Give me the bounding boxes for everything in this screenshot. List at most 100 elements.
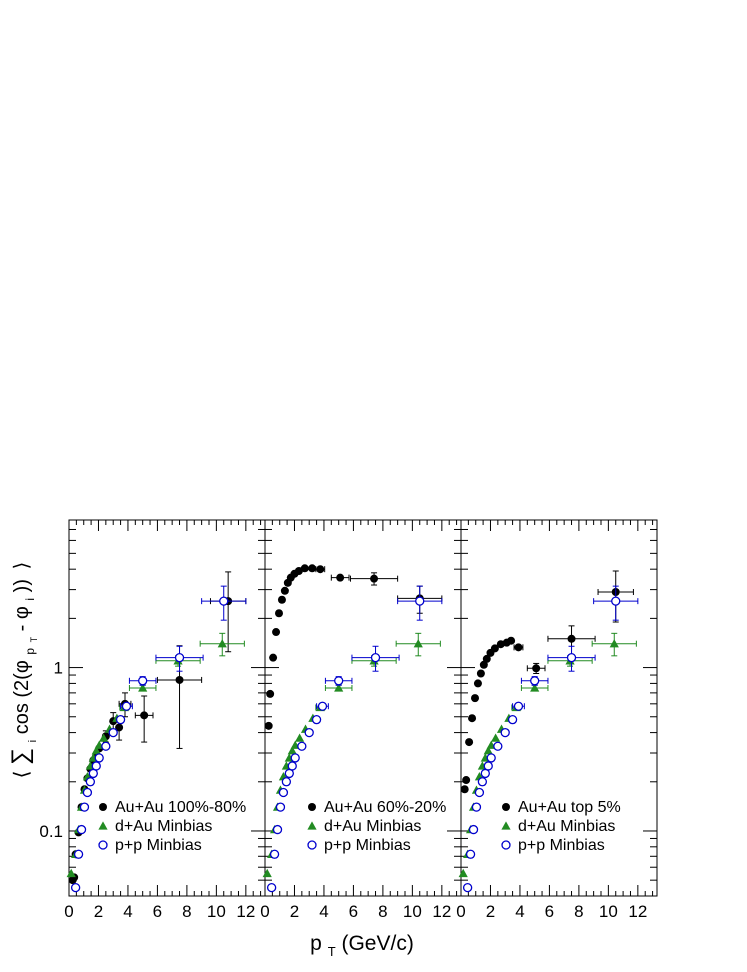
data-point — [219, 596, 229, 606]
panel-left: 0 2 4 6 8 10 12 0.1 1 Au+Au 100%-80% d+Au Minbias p… — [39, 519, 266, 921]
data-point — [415, 596, 425, 606]
x-label-p: p — [310, 932, 322, 955]
x-tick-label: 12 — [628, 902, 647, 921]
x-tick-label: 10 — [403, 902, 422, 921]
y-label-sum-index: i — [27, 740, 39, 742]
legend-marker — [307, 821, 317, 830]
data-point — [304, 727, 314, 738]
data-point — [66, 868, 76, 878]
data-point — [532, 664, 541, 673]
data-point — [99, 733, 109, 742]
data-point — [334, 683, 344, 692]
data-point — [70, 882, 81, 893]
data-point — [507, 715, 518, 725]
data-point — [138, 676, 148, 686]
data-point — [91, 761, 101, 771]
legend-marker — [501, 840, 511, 850]
data-point — [85, 777, 96, 787]
data-point — [297, 741, 307, 751]
data-point — [477, 777, 488, 787]
x-tick-label: 4 — [123, 902, 132, 921]
panel-frame — [460, 519, 658, 897]
x-axis-label: p T (GeV/c) — [310, 932, 414, 961]
legend-marker — [307, 840, 317, 850]
panel-middle: 0 2 4 6 8 10 12 Au+Au 60%-20% d+Au Minbias p+p Mi… — [260, 519, 462, 921]
data-point — [280, 586, 289, 595]
data-point — [266, 689, 275, 698]
series-open-circle — [70, 585, 247, 893]
data-point — [566, 653, 577, 663]
data-point — [108, 727, 118, 738]
data-point — [462, 776, 471, 785]
legend-label: Au+Au 60%-20% — [324, 799, 446, 816]
legend-label: p+p Minbias — [324, 837, 411, 854]
data-point — [530, 683, 540, 692]
data-point — [308, 564, 317, 573]
x-label-units: (GeV/c) — [341, 932, 413, 955]
data-point — [609, 639, 619, 648]
data-point — [458, 868, 468, 878]
panel-right: 0 2 4 6 8 10 12 Au+Au top 5% d+Au Minbias p+p Min… — [456, 519, 658, 921]
data-point — [370, 574, 379, 583]
y-label-sub-T: T — [29, 636, 39, 642]
x-tick-label: 4 — [319, 902, 328, 921]
data-point — [413, 639, 423, 648]
data-point — [493, 741, 503, 751]
data-point — [287, 761, 297, 771]
data-point — [140, 711, 149, 720]
data-point — [479, 660, 488, 669]
data-point — [275, 609, 283, 618]
legend-marker — [98, 840, 108, 850]
x-tick-label: 10 — [599, 902, 618, 921]
legend-marker — [502, 803, 510, 811]
data-point — [281, 777, 292, 787]
x-tick-label: 0 — [260, 902, 269, 921]
legend-label: Au+Au top 5% — [518, 799, 621, 816]
data-point — [287, 746, 297, 755]
data-point — [468, 824, 479, 835]
data-point — [79, 802, 90, 812]
series-open-circle — [266, 585, 443, 893]
data-point — [370, 653, 381, 663]
data-point — [266, 882, 277, 893]
data-point — [465, 738, 474, 747]
legend-marker — [99, 803, 107, 811]
x-tick-label: 10 — [207, 902, 226, 921]
x-tick-label: 8 — [182, 902, 191, 921]
legend-marker — [308, 803, 316, 811]
x-tick-label: 6 — [349, 902, 358, 921]
data-point — [611, 596, 621, 606]
data-point — [311, 715, 322, 725]
y-label-open-bracket: ⟨ — [11, 771, 33, 779]
data-point — [91, 746, 101, 755]
data-point — [482, 654, 491, 663]
x-tick-label: 0 — [456, 902, 465, 921]
legend-marker — [501, 821, 511, 830]
data-point — [264, 721, 273, 730]
data-point — [334, 676, 344, 686]
legend-label: d+Au Minbias — [115, 818, 212, 835]
series-open-circle — [462, 585, 639, 893]
data-point — [468, 714, 477, 723]
x-tick-label: 12 — [432, 902, 451, 921]
data-point — [300, 564, 309, 573]
data-point — [94, 753, 104, 763]
data-point — [275, 802, 286, 812]
legend-marker — [98, 821, 108, 830]
data-point — [317, 701, 328, 711]
data-point — [483, 761, 493, 771]
data-point — [476, 669, 485, 678]
data-point — [483, 746, 493, 755]
x-tick-label: 2 — [94, 902, 103, 921]
data-point — [278, 787, 289, 798]
data-point — [174, 653, 185, 663]
x-tick-label: 8 — [574, 902, 583, 921]
x-tick-label: 12 — [236, 902, 255, 921]
y-tick-label: 1 — [54, 659, 63, 678]
data-point — [82, 787, 93, 798]
data-point — [500, 727, 510, 738]
data-point — [513, 701, 524, 711]
y-label-sum: ∑ — [7, 748, 34, 765]
data-point — [121, 701, 132, 711]
